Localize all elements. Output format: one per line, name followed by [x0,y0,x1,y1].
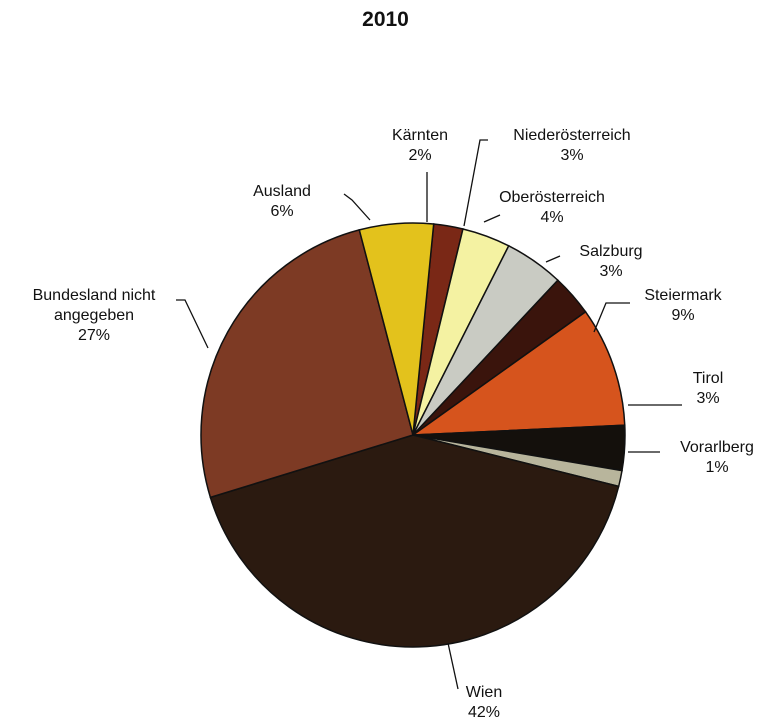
slice-label-vorarlberg: Vorarlberg [680,439,754,456]
slice-percent-niederoesterreich: 3% [560,147,583,164]
slice-percent-salzburg: 3% [599,263,622,280]
pie-slice-ausland [358,222,435,436]
leader-line-oberoesterreich [483,214,501,223]
slice-percent-vorarlberg: 1% [705,459,728,476]
slice-percent-wien: 42% [468,704,500,721]
slice-label-bundesland-nicht-angegeben-1: Bundesland nicht [33,287,156,304]
leader-line-ausland [343,193,371,221]
slice-label-oberoesterreich: Oberösterreich [499,189,605,206]
slice-label-wien: Wien [466,684,502,701]
slice-label-salzburg: Salzburg [579,243,642,260]
slice-label-tirol: Tirol [693,370,724,387]
slice-label-niederoesterreich: Niederösterreich [513,127,630,144]
slice-percent-bundesland-nicht-angegeben: 27% [78,327,110,344]
slice-percent-kaernten: 2% [408,147,431,164]
slice-label-kaernten: Kärnten [392,127,448,144]
pie-slice-bundesland-nicht-angegeben [200,228,414,499]
slice-percent-tirol: 3% [696,390,719,407]
slice-label-bundesland-nicht-angegeben-2: angegeben [54,307,134,324]
pie-slice-steiermark [410,310,626,436]
slice-percent-oberoesterreich: 4% [540,209,563,226]
slice-label-steiermark: Steiermark [644,287,722,304]
leader-line-salzburg [545,255,561,263]
leader-line-bundesland-nicht-angegeben [176,299,209,349]
slice-label-ausland: Ausland [253,183,311,200]
leader-line-steiermark [593,302,630,333]
slice-percent-ausland: 6% [270,203,293,220]
leader-line-wien [447,642,459,690]
leader-line-niederoesterreich [463,139,488,227]
pie-slice-wien [209,434,620,648]
chart-title: 2010 [362,8,409,31]
slice-percent-steiermark: 9% [671,307,694,324]
